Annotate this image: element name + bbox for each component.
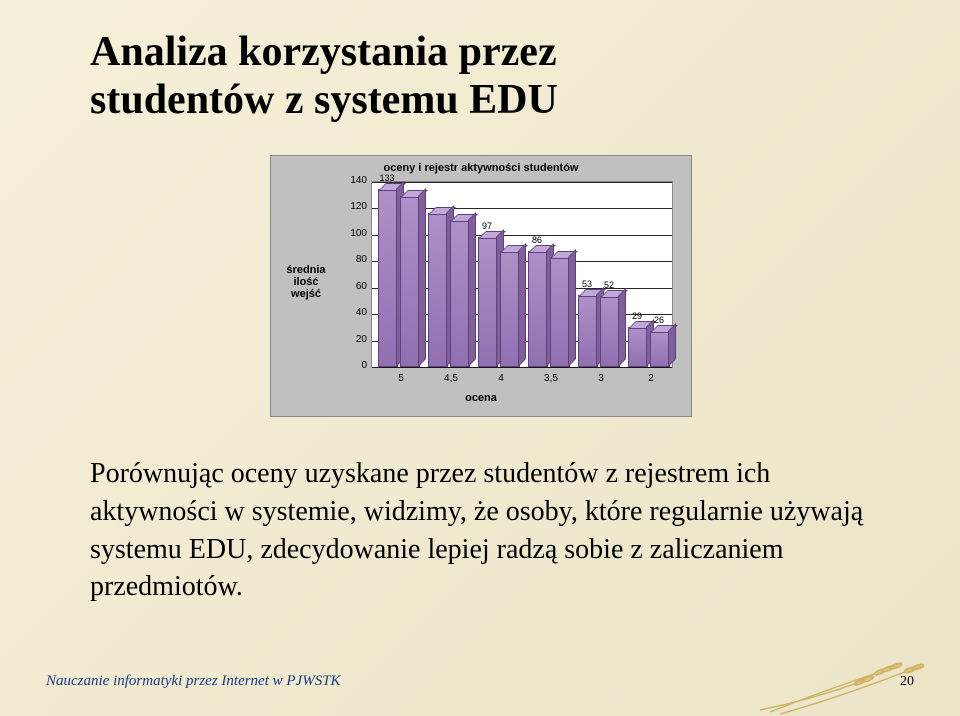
- bar: [578, 295, 598, 367]
- bar: [450, 220, 470, 367]
- x-tick: 5: [381, 373, 421, 384]
- bar-side: [668, 323, 676, 367]
- bar-side: [618, 288, 626, 367]
- title-line-2: studentów z systemu EDU: [90, 77, 558, 123]
- y-tick: 100: [341, 228, 367, 239]
- bar-value-label: 26: [646, 315, 672, 325]
- x-tick: 4: [481, 373, 521, 384]
- bar: [428, 213, 448, 367]
- bar: [650, 331, 670, 367]
- y-tick: 120: [341, 201, 367, 212]
- y-tick: 40: [341, 307, 367, 318]
- x-tick: 2: [631, 373, 671, 384]
- y-tick: 140: [341, 175, 367, 186]
- bar: [478, 237, 498, 367]
- chart-title: oceny i rejestr aktywności studentów: [271, 162, 691, 174]
- x-tick: 3: [581, 373, 621, 384]
- bar: [628, 327, 648, 367]
- grid-line: [372, 182, 672, 183]
- y-axis-label: średnia ilość wejść: [275, 264, 337, 300]
- title-line-1: Analiza korzystania przez: [90, 29, 557, 75]
- bar-value-label: 133: [374, 173, 400, 183]
- bar-side: [568, 249, 576, 367]
- bar-chart: oceny i rejestr aktywności studentów śre…: [270, 155, 692, 417]
- bar: [550, 257, 570, 367]
- y-tick: 20: [341, 334, 367, 345]
- bar: [600, 296, 620, 367]
- slide: Analiza korzystania przez studentów z sy…: [0, 0, 960, 716]
- bar-value-label: 97: [474, 221, 500, 231]
- page-number: 20: [900, 674, 914, 690]
- bar: [378, 189, 398, 367]
- bar-value-label: 86: [524, 235, 550, 245]
- plot-area: 133978653522926: [371, 181, 673, 368]
- bar-side: [418, 188, 426, 367]
- bar: [528, 251, 548, 367]
- bar-side: [518, 243, 526, 367]
- bar-side: [468, 212, 476, 367]
- bar-value-label: 52: [596, 280, 622, 290]
- x-tick: 3,5: [531, 373, 571, 384]
- grid-line: [372, 367, 672, 368]
- bar: [400, 196, 420, 367]
- x-tick: 4,5: [431, 373, 471, 384]
- y-tick: 0: [341, 360, 367, 371]
- wheat-decoration-icon: [760, 652, 960, 716]
- page-title: Analiza korzystania przez studentów z sy…: [90, 28, 558, 125]
- y-tick: 80: [341, 254, 367, 265]
- footer-text: Nauczanie informatyki przez Internet w P…: [46, 673, 341, 690]
- y-tick: 60: [341, 281, 367, 292]
- body-paragraph: Porównując oceny uzyskane przez studentó…: [90, 455, 870, 606]
- x-axis-label: ocena: [271, 392, 691, 404]
- bar: [500, 251, 520, 367]
